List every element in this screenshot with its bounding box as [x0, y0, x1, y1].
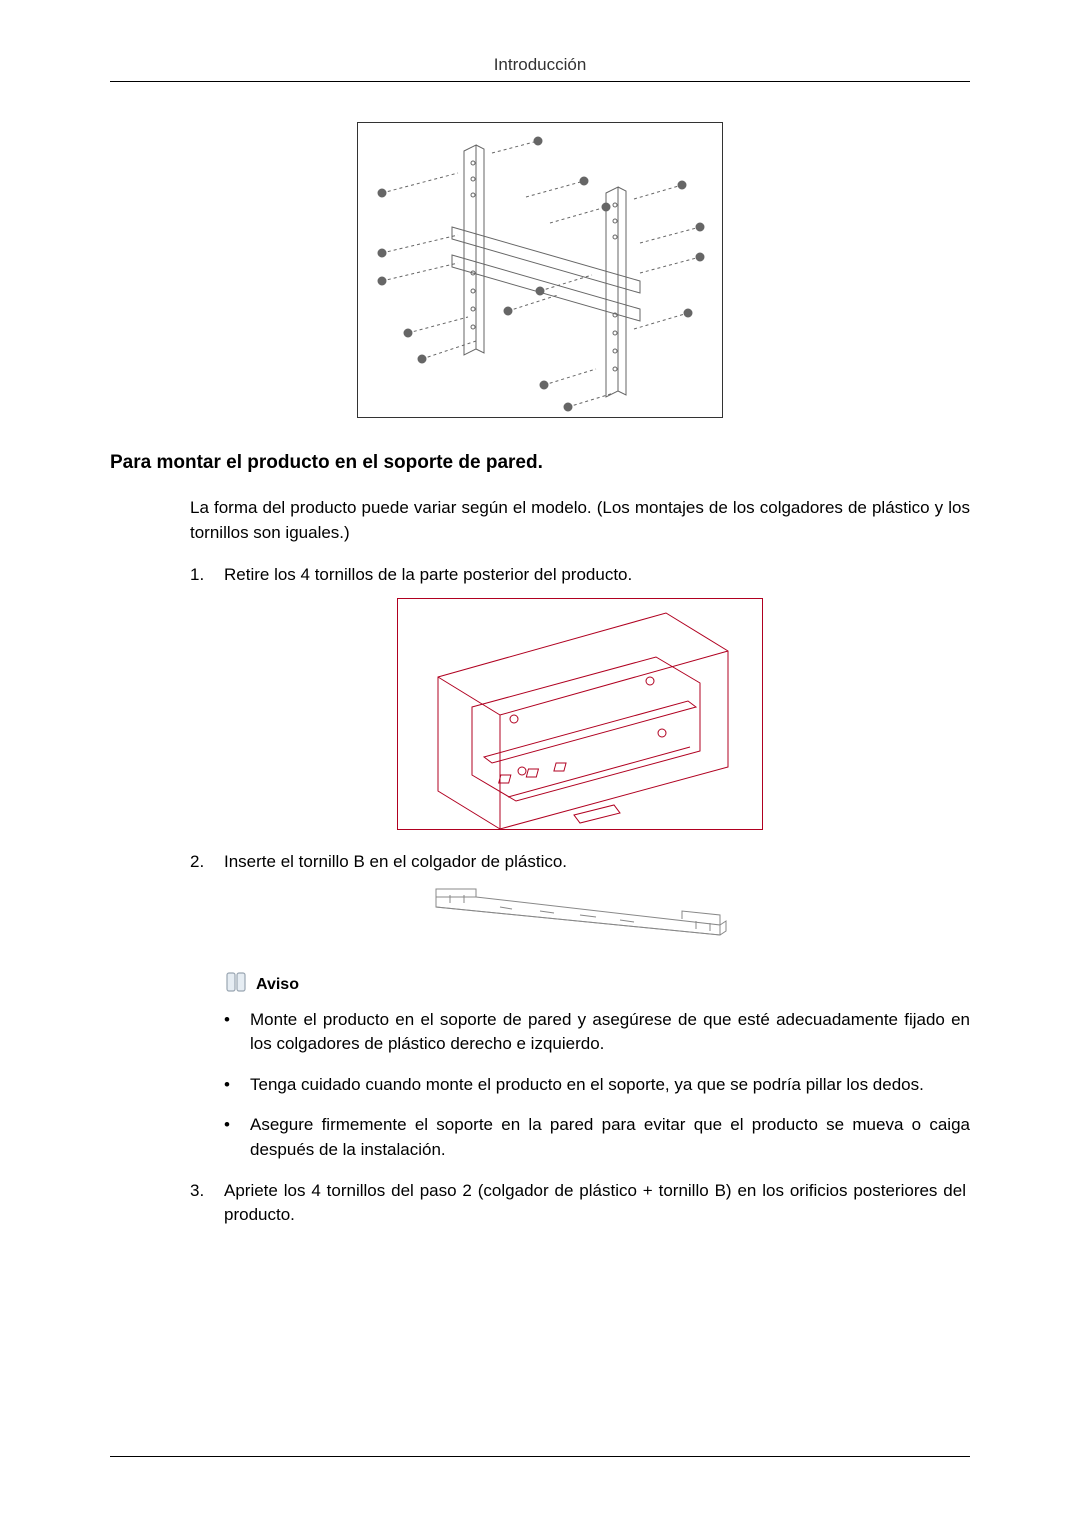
step-2-text: Inserte el tornillo B en el colgador de …: [224, 850, 966, 875]
step-1-text: Retire los 4 tornillos de la parte poste…: [224, 563, 966, 588]
steps-list: 1.Retire los 4 tornillos de la parte pos…: [190, 563, 970, 588]
bullet-2: •Tenga cuidado cuando monte el producto …: [224, 1073, 970, 1098]
bullet-1: •Monte el producto en el soporte de pare…: [224, 1008, 970, 1057]
aviso-row: Aviso: [224, 970, 970, 994]
figure-3-wrap: [190, 885, 970, 952]
bullet-2-text: Tenga cuidado cuando monte el producto e…: [250, 1073, 970, 1098]
bullet-1-text: Monte el producto en el soporte de pared…: [250, 1008, 970, 1057]
intro-paragraph: La forma del producto puede variar según…: [190, 496, 970, 545]
figure-1: [357, 122, 723, 418]
figure-3-svg: [420, 885, 740, 947]
step-1-num: 1.: [190, 563, 224, 588]
footer-rule: [110, 1456, 970, 1457]
step-3-num: 3.: [190, 1179, 224, 1204]
step-3: 3.Apriete los 4 tornillos del paso 2 (co…: [190, 1179, 970, 1228]
page-header-title: Introducción: [110, 55, 970, 75]
section-title: Para montar el producto en el soporte de…: [110, 452, 970, 474]
bullet-3: •Asegure firmemente el soporte en la par…: [224, 1113, 970, 1162]
body-block: La forma del producto puede variar según…: [190, 496, 970, 1228]
step-1: 1.Retire los 4 tornillos de la parte pos…: [190, 563, 970, 588]
page: Introducción: [0, 0, 1080, 1527]
aviso-bullets: •Monte el producto en el soporte de pare…: [190, 1008, 970, 1163]
figure-1-wrap: [110, 122, 970, 424]
step-2-num: 2.: [190, 850, 224, 875]
step-2: 2.Inserte el tornillo B en el colgador d…: [190, 850, 970, 875]
figure-2: [397, 598, 763, 830]
step-3-text: Apriete los 4 tornillos del paso 2 (colg…: [224, 1179, 966, 1228]
notice-icon: [224, 970, 248, 994]
figure-2-svg: [398, 599, 764, 831]
bullet-3-text: Asegure firmemente el soporte en la pare…: [250, 1113, 970, 1162]
figure-1-svg: [358, 123, 724, 419]
header-rule: [110, 81, 970, 82]
steps-list-2: 2.Inserte el tornillo B en el colgador d…: [190, 850, 970, 875]
steps-list-3: 3.Apriete los 4 tornillos del paso 2 (co…: [190, 1179, 970, 1228]
aviso-label: Aviso: [256, 976, 299, 994]
figure-2-wrap: [190, 598, 970, 836]
